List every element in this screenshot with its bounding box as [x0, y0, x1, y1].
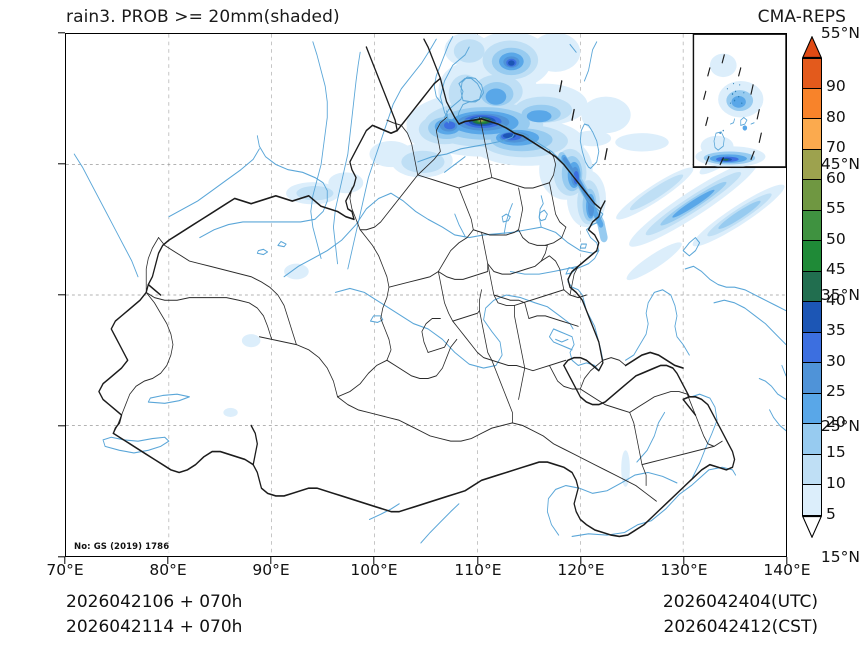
colorbar-tick-label: 5 — [826, 504, 836, 523]
x-tick-mark — [270, 557, 272, 564]
colorbar-band — [802, 302, 822, 333]
x-tick-label-120e: 120°E — [557, 561, 605, 579]
page-title: rain3. PROB >= 20mm(shaded) — [66, 7, 340, 27]
footer-init-cst: 2026042114 + 070h — [66, 617, 243, 637]
y-tick-mark — [58, 425, 65, 427]
x-tick-mark — [167, 557, 169, 564]
colorbar-band — [802, 424, 822, 455]
colorbar-tick-label: 35 — [826, 321, 846, 340]
colorbar-band — [802, 363, 822, 394]
x-tick-label-140e: 140°E — [763, 561, 811, 579]
x-tick-mark — [786, 557, 788, 564]
colorbar-band — [802, 241, 822, 272]
y-tick-label-35n: 35°N — [820, 286, 860, 304]
colorbar-tick-label: 25 — [826, 382, 846, 401]
x-tick-label-110e: 110°E — [454, 561, 502, 579]
y-tick-label-45n: 45°N — [820, 155, 860, 173]
x-tick-label-100e: 100°E — [350, 561, 398, 579]
map-svg — [66, 34, 786, 556]
x-tick-label-90e: 90°E — [252, 561, 290, 579]
x-tick-mark — [683, 557, 685, 564]
y-tick-label-15n: 15°N — [820, 548, 860, 566]
x-tick-mark — [373, 557, 375, 564]
y-tick-mark — [58, 556, 65, 558]
colorbar-band — [802, 485, 822, 516]
colorbar-tick-label: 40 — [826, 290, 846, 309]
colorbar-band — [802, 210, 822, 242]
colorbar-tick-label: 50 — [826, 229, 846, 248]
map-plot-area: No: GS (2019) 1786 — [65, 33, 787, 557]
china-provincial-borders — [112, 117, 723, 502]
colorbar-band — [802, 58, 822, 89]
y-tick-mark — [58, 163, 65, 165]
colorbar-tick-label: 55 — [826, 199, 846, 218]
colorbar-arrow-top — [802, 36, 822, 58]
colorbar-tick-label: 10 — [826, 474, 846, 493]
colorbar-tick-label: 15 — [826, 443, 846, 462]
x-tick-label-80e: 80°E — [149, 561, 187, 579]
colorbar-band — [802, 88, 822, 120]
x-tick-label-70e: 70°E — [46, 561, 84, 579]
colorbar-tick-label: 80 — [826, 107, 846, 126]
x-tick-label-130e: 130°E — [660, 561, 708, 579]
colorbar-band — [802, 119, 822, 150]
y-tick-label-25n: 25°N — [820, 417, 860, 435]
colorbar-tick-label: 90 — [826, 77, 846, 96]
colorbar-cells — [802, 58, 822, 516]
colorbar-band — [802, 180, 822, 211]
colorbar-arrow-bottom — [802, 516, 822, 538]
colorbar-tick-label: 20 — [826, 412, 846, 431]
china-national-border — [98, 38, 736, 538]
x-tick-mark — [64, 557, 66, 564]
colorbar-tick-label: 70 — [826, 138, 846, 157]
footer-valid-utc: 2026042404(UTC) — [662, 592, 818, 612]
colorbar-tick-label: 30 — [826, 351, 846, 370]
map-credit-label: No: GS (2019) 1786 — [72, 542, 172, 552]
colorbar-band — [802, 454, 822, 486]
y-tick-label-55n: 55°N — [820, 24, 860, 42]
model-label: CMA-REPS — [757, 7, 846, 27]
y-tick-mark — [58, 32, 65, 34]
colorbar-band — [802, 271, 822, 303]
colorbar-band — [802, 332, 822, 364]
x-tick-mark — [580, 557, 582, 564]
colorbar-tick-label: 45 — [826, 260, 846, 279]
colorbar-band — [802, 149, 822, 181]
footer-valid-cst: 2026042412(CST) — [663, 617, 818, 637]
x-tick-mark — [477, 557, 479, 564]
colorbar-band — [802, 393, 822, 425]
south-china-sea-inset — [692, 34, 786, 169]
footer-init-utc: 2026042106 + 070h — [66, 592, 243, 612]
colorbar-tick-label: 60 — [826, 168, 846, 187]
y-tick-mark — [58, 294, 65, 296]
